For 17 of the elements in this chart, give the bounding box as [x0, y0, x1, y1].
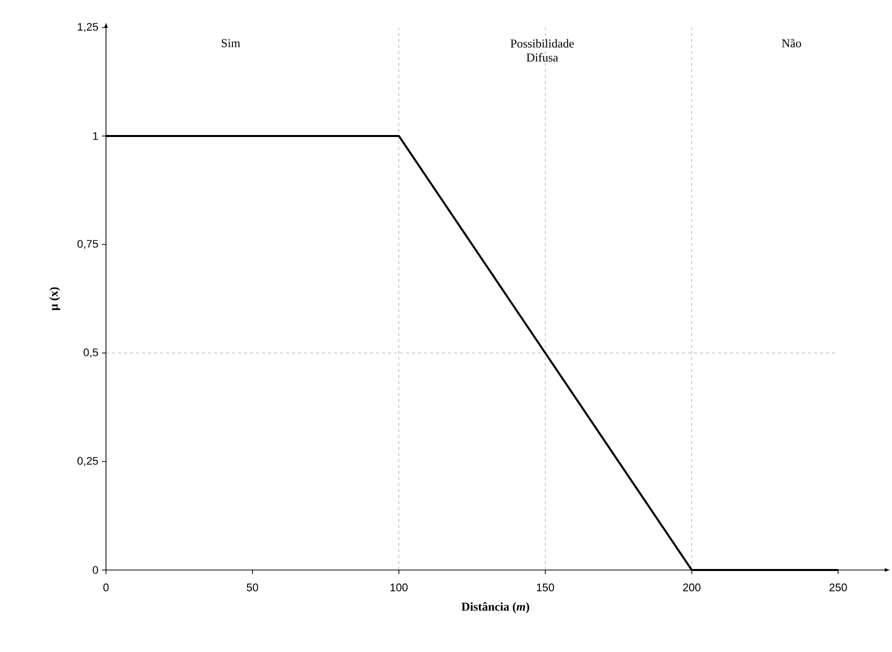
x-tick-label: 150 [536, 584, 554, 592]
y-tick-label: 1 [93, 132, 98, 140]
x-tick-label: 250 [830, 584, 847, 592]
y-tick-label: 0,75 [77, 240, 98, 250]
y-tick-label: 0,25 [77, 456, 98, 466]
x-tick-label: 0 [103, 584, 109, 592]
y-axis-title: µ (x) [49, 287, 60, 310]
annotation: Possibilidade Difusa [510, 39, 574, 62]
annotation: Não [782, 39, 802, 48]
x-tick-label: 50 [246, 584, 258, 592]
y-tick-label: 0,5 [84, 348, 98, 358]
x-tick-label: 100 [390, 584, 408, 592]
y-tick-label: 1,25 [78, 22, 98, 32]
annotation: Sim [222, 39, 240, 48]
x-axis-title: Distância (m) [462, 602, 530, 614]
x-tick-label: 200 [683, 584, 700, 592]
y-tick-label: 0 [92, 566, 98, 574]
